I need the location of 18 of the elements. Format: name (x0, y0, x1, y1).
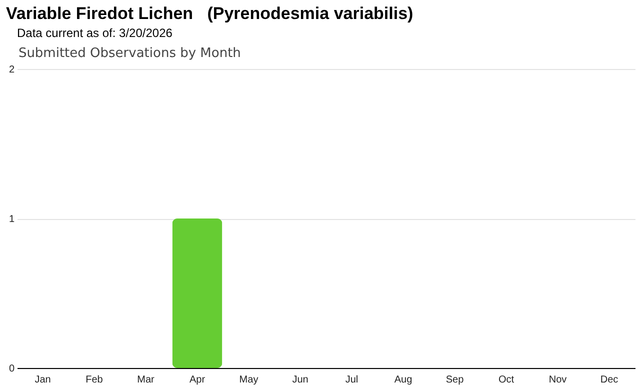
y-tick-label: 0 (8, 364, 15, 374)
x-tick-label: Jun (292, 374, 308, 386)
x-tick-label: Feb (86, 374, 104, 386)
chart-subtitle: Data current as of: 3/20/2026 (17, 26, 172, 40)
x-tick-label: Oct (498, 374, 514, 386)
x-tick-label: Apr (189, 374, 206, 386)
y-tick-label: 1 (8, 214, 15, 225)
x-tick-label: Aug (394, 374, 412, 386)
text: Submitted Observations by Month (18, 46, 241, 61)
x-tick-label: May (239, 374, 258, 386)
x-tick-label: Sep (446, 374, 464, 386)
x-tick-label: Mar (137, 374, 156, 386)
x-tick-label: Jan (34, 374, 51, 386)
x-tick-label: Dec (600, 374, 618, 386)
x-tick-label: Nov (548, 374, 567, 386)
y-tick-label: 2 (8, 64, 15, 76)
chart-title: Variable Firedot Lichen (Pyrenodesmia variabilis) (6, 4, 414, 24)
x-tick-label: Jul (345, 374, 358, 386)
